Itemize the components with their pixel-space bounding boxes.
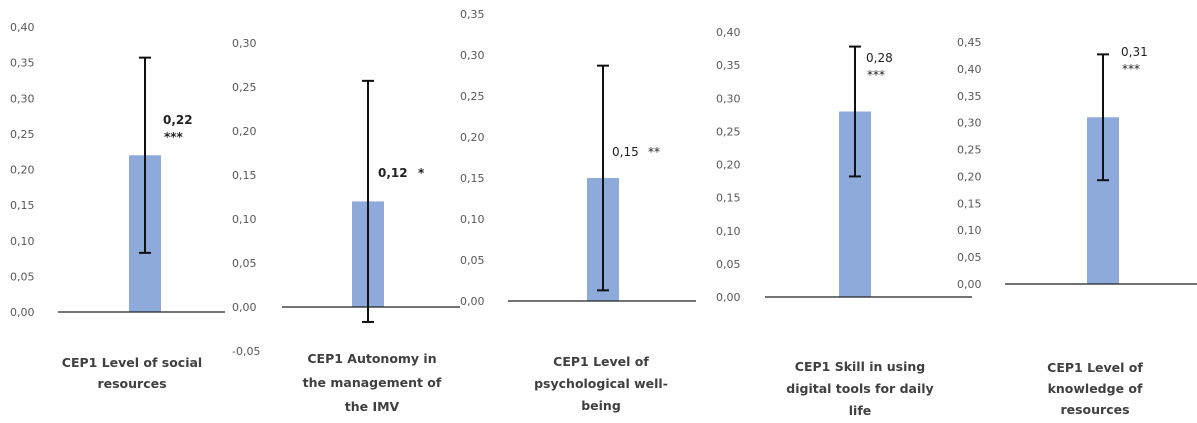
category-label: digital tools for daily (786, 381, 933, 396)
chart-panel-1: 0,00 0,05 0,10 0,15 0,20 0,25 0,30 0,35 0,40 0,22… (10, 21, 225, 391)
y-tick-label: 0,00 (10, 306, 35, 319)
y-tick-label: 0,15 (716, 192, 741, 205)
category-label: life (849, 403, 872, 418)
y-tick-label: 0,00 (957, 278, 982, 291)
y-tick-label: 0,25 (232, 81, 257, 94)
y-tick-label: 0,40 (10, 21, 35, 34)
y-tick-label: 0,00 (232, 301, 257, 314)
y-tick-label: 0,10 (957, 224, 982, 237)
y-tick-label: 0,15 (10, 199, 35, 212)
y-tick-label: 0,20 (716, 159, 741, 172)
y-tick-label: 0,15 (232, 169, 257, 182)
y-tick-label: 0,05 (460, 254, 485, 267)
category-label: resources (1060, 402, 1129, 417)
y-tick-label: -0,05 (232, 345, 260, 358)
significance-label: * (418, 166, 425, 180)
y-tick-label: 0,25 (10, 128, 35, 141)
y-tick-label: 0,30 (460, 49, 485, 62)
y-tick-label: 0,45 (957, 36, 982, 49)
significance-label: ** (648, 145, 660, 159)
y-tick-label: 0,25 (460, 90, 485, 103)
y-tick-label: 0,10 (716, 225, 741, 238)
y-tick-label: 0,35 (460, 8, 485, 21)
y-tick-label: 0,20 (232, 125, 257, 138)
category-label: CEP1 Level of (553, 354, 649, 369)
significance-label: *** (1122, 62, 1140, 76)
y-tick-label: 0,05 (232, 257, 257, 270)
category-label: CEP1 Autonomy in (307, 351, 436, 366)
significance-label: *** (867, 68, 885, 82)
y-tick-label: 0,05 (716, 258, 741, 271)
y-tick-label: 0,15 (460, 172, 485, 185)
y-tick-label: 0,05 (957, 251, 982, 264)
y-tick-label: 0,20 (10, 164, 35, 177)
category-label: resources (97, 376, 166, 391)
y-tick-label: 0,25 (716, 125, 741, 138)
category-label: knowledge of (1048, 381, 1143, 396)
y-tick-label: 0,10 (10, 235, 35, 248)
y-tick-label: 0,00 (716, 291, 741, 304)
data-label: 0,22 (163, 113, 193, 127)
y-tick-label: 0,20 (957, 170, 982, 183)
category-label: CEP1 Skill in using (795, 359, 925, 374)
y-tick-label: 0,30 (957, 117, 982, 130)
chart-panel-4: 0,00 0,05 0,10 0,15 0,20 0,25 0,30 0,35 0,40 0,28… (716, 26, 972, 418)
y-tick-label: 0,35 (716, 59, 741, 72)
y-tick-label: 0,30 (232, 37, 257, 50)
category-label: the management of (303, 375, 442, 390)
y-tick-label: 0,15 (957, 197, 982, 210)
category-label: CEP1 Level of (1047, 360, 1143, 375)
category-label: CEP1 Level of social (62, 355, 202, 370)
category-label: being (581, 398, 621, 413)
chart-panel-2: -0,05 0,00 0,05 0,10 0,15 0,20 0,25 0,30 0,12 * CE… (232, 37, 460, 414)
data-label: 0,12 (378, 166, 408, 180)
y-tick-label: 0,40 (957, 63, 982, 76)
data-label: 0,15 (612, 145, 639, 159)
y-tick-label: 0,00 (460, 295, 485, 308)
y-tick-label: 0,40 (716, 26, 741, 39)
data-label: 0,28 (866, 51, 893, 65)
category-label: psychological well- (534, 376, 668, 391)
y-tick-label: 0,10 (232, 213, 257, 226)
significance-label: *** (164, 130, 184, 144)
y-tick-label: 0,30 (10, 92, 35, 105)
category-label: the IMV (345, 399, 400, 414)
data-label: 0,31 (1121, 45, 1148, 59)
chart-panel-3: 0,00 0,05 0,10 0,15 0,20 0,25 0,30 0,35 0,15 ** CE… (460, 8, 696, 413)
chart-panel-5: 0,00 0,05 0,10 0,15 0,20 0,25 0,30 0,35 0,40 0,45… (957, 36, 1197, 417)
y-tick-label: 0,35 (10, 57, 35, 70)
y-tick-label: 0,10 (460, 213, 485, 226)
y-tick-label: 0,35 (957, 90, 982, 103)
y-tick-label: 0,20 (460, 131, 485, 144)
y-tick-label: 0,05 (10, 270, 35, 283)
y-tick-label: 0,25 (957, 144, 982, 157)
y-tick-label: 0,30 (716, 92, 741, 105)
